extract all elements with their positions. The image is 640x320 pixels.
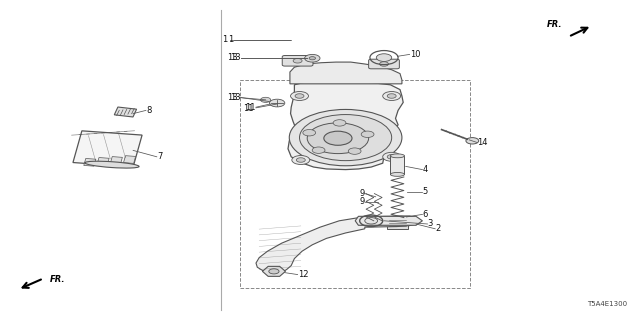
- Text: 5: 5: [422, 188, 428, 196]
- Text: FR.: FR.: [547, 20, 562, 29]
- Polygon shape: [288, 81, 403, 170]
- Circle shape: [269, 269, 279, 274]
- Circle shape: [260, 97, 271, 102]
- Polygon shape: [290, 62, 402, 84]
- Circle shape: [303, 130, 316, 136]
- Circle shape: [380, 62, 388, 66]
- Circle shape: [365, 218, 378, 224]
- Text: 3: 3: [428, 220, 433, 228]
- Ellipse shape: [390, 154, 404, 158]
- Ellipse shape: [387, 216, 408, 219]
- FancyBboxPatch shape: [369, 59, 399, 69]
- Polygon shape: [115, 107, 136, 117]
- Circle shape: [269, 99, 285, 107]
- Text: T5A4E1300: T5A4E1300: [587, 301, 627, 307]
- FancyBboxPatch shape: [282, 55, 313, 66]
- Text: 11: 11: [243, 104, 253, 113]
- Circle shape: [383, 92, 401, 100]
- Circle shape: [296, 158, 305, 162]
- Circle shape: [307, 123, 369, 154]
- Circle shape: [300, 115, 392, 161]
- Polygon shape: [262, 266, 285, 276]
- Circle shape: [309, 57, 316, 60]
- Circle shape: [361, 131, 374, 138]
- Text: 13: 13: [230, 53, 241, 62]
- Circle shape: [333, 120, 346, 126]
- Circle shape: [312, 147, 325, 153]
- Text: 10: 10: [410, 50, 420, 59]
- Text: 13: 13: [230, 93, 241, 102]
- Circle shape: [387, 155, 396, 159]
- Polygon shape: [97, 157, 109, 165]
- Circle shape: [305, 54, 320, 62]
- Bar: [387, 218, 408, 229]
- Circle shape: [324, 131, 352, 145]
- Text: 8: 8: [146, 106, 151, 115]
- Polygon shape: [355, 216, 422, 225]
- Circle shape: [376, 54, 392, 61]
- Circle shape: [348, 148, 361, 154]
- Circle shape: [295, 94, 304, 98]
- Text: 9: 9: [360, 189, 365, 198]
- Polygon shape: [73, 131, 142, 167]
- Bar: [390, 156, 404, 174]
- Polygon shape: [110, 156, 122, 164]
- Bar: [240, 80, 470, 288]
- Ellipse shape: [85, 161, 139, 168]
- Circle shape: [291, 92, 308, 100]
- Text: 11: 11: [246, 103, 256, 112]
- Text: 2: 2: [435, 224, 440, 233]
- Text: 1: 1: [222, 36, 227, 44]
- Text: FR.: FR.: [50, 276, 65, 284]
- Text: 4: 4: [422, 165, 428, 174]
- Text: 14: 14: [477, 138, 487, 147]
- Text: 13: 13: [227, 93, 238, 102]
- Text: 7: 7: [157, 152, 162, 161]
- Polygon shape: [84, 158, 96, 166]
- Circle shape: [387, 94, 396, 98]
- Text: 9: 9: [360, 197, 365, 206]
- Text: 1: 1: [228, 36, 234, 44]
- Circle shape: [292, 156, 310, 164]
- Polygon shape: [124, 156, 136, 164]
- Text: 12: 12: [298, 270, 308, 279]
- Text: 6: 6: [422, 210, 428, 219]
- Polygon shape: [256, 216, 419, 274]
- Ellipse shape: [390, 172, 404, 176]
- Circle shape: [383, 152, 401, 161]
- Circle shape: [293, 59, 302, 63]
- Text: 13: 13: [227, 53, 238, 62]
- Circle shape: [289, 109, 402, 166]
- Circle shape: [466, 138, 479, 144]
